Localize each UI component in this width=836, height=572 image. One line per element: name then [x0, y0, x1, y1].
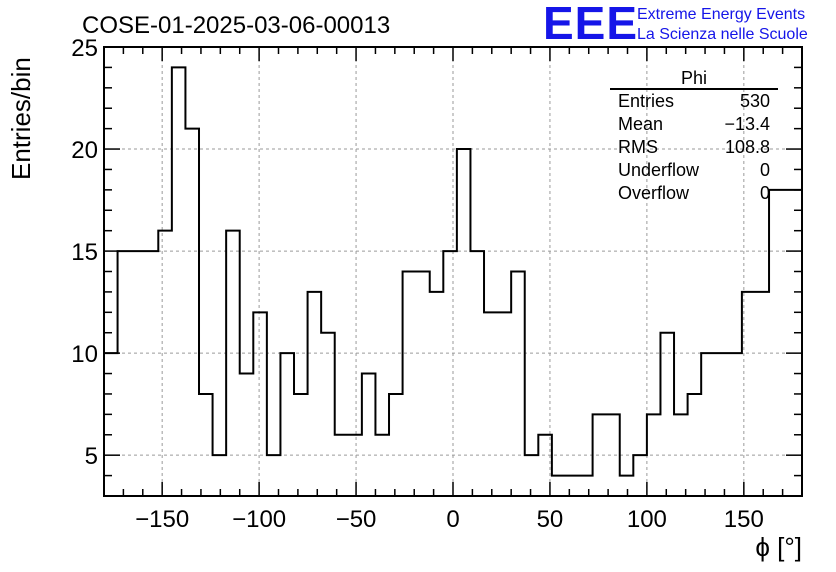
logo-line-2: La Scienza nelle Scuole	[637, 26, 808, 43]
y-axis-label: Entries/bin	[6, 57, 36, 180]
x-tick-label: 100	[627, 506, 667, 533]
histogram-bin	[362, 374, 376, 496]
x-tick-label: 150	[724, 506, 764, 533]
stats-value: 530	[739, 91, 770, 111]
histogram-bin	[511, 272, 525, 497]
histogram-bin	[430, 292, 444, 496]
histogram-bin	[742, 292, 756, 496]
histogram-line	[104, 66, 802, 477]
logo-line-1: Extreme Energy Events	[637, 6, 806, 23]
histogram-bin	[783, 190, 797, 496]
histogram-bin	[565, 476, 579, 496]
stats-row-underflow: Underflow 0	[610, 159, 778, 182]
histogram-bin	[308, 292, 322, 496]
histogram-bin	[145, 251, 159, 496]
histogram-bin	[457, 149, 471, 496]
histogram-bin	[674, 414, 688, 496]
histogram-bin	[755, 292, 769, 496]
histogram-bin	[688, 394, 702, 496]
stats-label: RMS	[618, 137, 658, 157]
histogram-bin	[715, 353, 729, 496]
stats-row-mean: Mean −13.4	[610, 113, 778, 136]
stats-label: Underflow	[618, 160, 700, 180]
x-tick-label: −100	[232, 506, 286, 533]
histogram-bin	[620, 476, 634, 496]
histogram-bin	[348, 435, 362, 496]
histogram-bin	[728, 353, 742, 496]
stats-value: 0	[759, 183, 770, 203]
x-axis-label: ϕ [°]	[755, 532, 802, 562]
eee-logo: EEE	[543, 0, 639, 49]
histogram-bin	[104, 353, 118, 496]
histogram-bin	[579, 476, 593, 496]
histogram-bin	[294, 394, 308, 496]
histogram-bin	[240, 374, 254, 496]
x-tick-label: 0	[446, 506, 459, 533]
stats-box: Phi Entries 530 Mean −13.4 RMS 108.8 Und…	[610, 68, 778, 205]
histogram-bin	[647, 414, 661, 496]
histogram-bin	[375, 435, 389, 496]
histogram-bin	[525, 455, 539, 496]
stats-row-entries: Entries 530	[610, 90, 778, 113]
chart-title: COSE-01-2025-03-06-00013	[82, 12, 391, 39]
histogram-bin	[701, 353, 715, 496]
histogram-bin	[769, 190, 783, 496]
histogram-bin	[470, 251, 484, 496]
histogram-bin	[606, 414, 620, 496]
histogram-bin	[158, 231, 172, 496]
stats-label: Entries	[618, 91, 675, 111]
y-tick-label: 10	[71, 341, 98, 368]
stats-row-overflow: Overflow 0	[610, 182, 778, 205]
histogram-bin	[335, 435, 349, 496]
x-tick-label: 50	[537, 506, 564, 533]
histogram-bin	[403, 272, 417, 497]
histogram-bin	[484, 312, 498, 496]
stats-label: Overflow	[618, 183, 690, 203]
stats-title: Phi	[610, 68, 778, 90]
histogram-bin	[118, 251, 132, 496]
histogram-bin	[321, 333, 335, 496]
histogram-bin	[443, 251, 457, 496]
histogram-bin	[498, 312, 512, 496]
x-tick-label: −50	[336, 506, 377, 533]
histogram-bin	[199, 394, 213, 496]
y-tick-label: 15	[71, 239, 98, 266]
x-tick-label: −150	[135, 506, 189, 533]
histogram-bin	[280, 353, 294, 496]
histogram-bin	[131, 251, 145, 496]
stats-value: −13.4	[724, 114, 770, 134]
y-tick-label: 20	[71, 137, 98, 164]
histogram-bin	[660, 333, 674, 496]
histogram-bin	[389, 394, 403, 496]
y-tick-label: 5	[85, 443, 98, 470]
stats-row-rms: RMS 108.8	[610, 136, 778, 159]
histogram-bin	[185, 129, 199, 496]
histogram-bin	[253, 312, 267, 496]
y-tick-label: 25	[71, 35, 98, 62]
histogram-bin	[552, 476, 566, 496]
histogram-bin	[633, 455, 647, 496]
stats-value: 108.8	[724, 137, 770, 157]
histogram-bin	[226, 231, 240, 496]
histogram-bin	[416, 272, 430, 497]
histogram-bin	[213, 455, 227, 496]
histogram-bin	[593, 414, 607, 496]
stats-value: 0	[759, 160, 770, 180]
stats-label: Mean	[618, 114, 664, 134]
histogram-bin	[172, 67, 186, 496]
